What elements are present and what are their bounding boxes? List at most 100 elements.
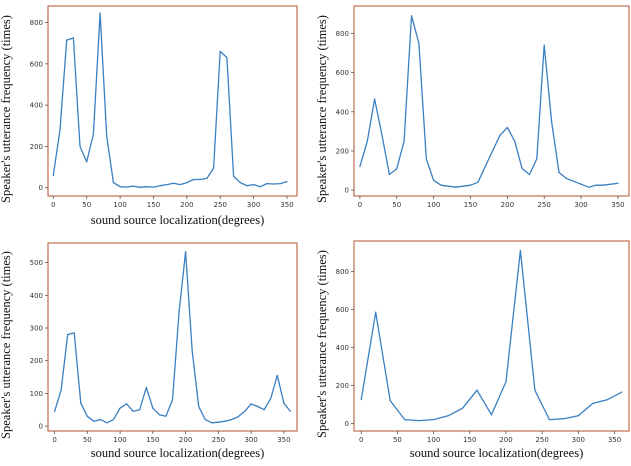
chart-svg-bottom-right: 0 50 100 150 200 250 300 350 0 200 400 600 800 Speake…: [315, 240, 630, 460]
x-tick-label: 0: [358, 201, 362, 209]
x-tick-label: 250: [212, 436, 225, 444]
series-line: [52, 12, 288, 188]
data-point: [381, 134, 383, 136]
data-point: [505, 381, 507, 383]
y-axis-label: Speaker's utterance frequency (times): [0, 15, 13, 203]
x-tick-label: 100: [427, 201, 440, 209]
data-point: [388, 173, 390, 176]
data-point: [418, 419, 420, 422]
plot-frame: [47, 242, 298, 432]
y-tick-label: 0: [345, 187, 349, 195]
data-point: [283, 402, 285, 404]
data-point: [212, 167, 215, 169]
data-point: [565, 177, 567, 179]
x-tick-label: 0: [359, 436, 363, 444]
y-tick-label: 400: [336, 344, 349, 352]
data-point: [132, 185, 135, 187]
y-tick-label: 800: [30, 19, 43, 27]
series-line: [359, 15, 618, 188]
data-point: [279, 183, 281, 185]
data-point: [506, 126, 508, 129]
data-point: [595, 184, 597, 186]
data-point: [469, 184, 472, 186]
x-tick-label: 200: [180, 201, 193, 209]
data-point: [165, 415, 167, 417]
data-point: [53, 410, 56, 412]
data-point: [73, 332, 75, 334]
data-point: [548, 419, 550, 421]
x-tick-label: 300: [574, 201, 587, 209]
data-point: [404, 419, 406, 421]
data-point: [92, 133, 94, 135]
data-point: [286, 180, 288, 183]
data-point: [425, 158, 427, 160]
data-point: [99, 418, 102, 421]
data-point: [617, 182, 619, 184]
data-point: [366, 140, 368, 142]
x-tick-label: 50: [392, 201, 401, 209]
data-point: [250, 403, 252, 405]
y-tick-label: 300: [30, 325, 43, 333]
data-point: [490, 414, 493, 416]
data-point: [171, 399, 174, 401]
data-point: [543, 44, 545, 46]
data-point: [86, 161, 88, 163]
data-point: [455, 186, 457, 188]
y-tick-label: 200: [30, 357, 43, 365]
x-tick-label: 350: [611, 201, 624, 209]
data-point: [536, 158, 538, 160]
data-point: [410, 15, 413, 17]
data-point: [246, 185, 248, 187]
data-point: [139, 186, 141, 188]
data-point: [396, 167, 398, 170]
chart-svg-top-left: 0 50 100 150 200 250 300 350 0 200 400 600 800 Speake…: [0, 5, 298, 227]
data-point: [158, 414, 160, 416]
data-point: [67, 333, 69, 336]
data-point: [211, 422, 213, 424]
plot-frame: [353, 240, 630, 432]
y-tick-label: 200: [336, 147, 349, 155]
data-point: [389, 400, 391, 402]
data-point: [514, 140, 516, 142]
y-tick-label: 800: [336, 268, 349, 276]
series-line: [53, 251, 291, 424]
x-tick-label: 300: [244, 436, 257, 444]
data-point: [592, 402, 594, 405]
data-point: [166, 184, 168, 186]
data-point: [375, 311, 377, 313]
data-point: [528, 173, 531, 176]
data-point: [79, 145, 81, 148]
x-tick-label: 100: [427, 436, 440, 444]
data-point: [139, 409, 141, 411]
x-tick-label: 150: [463, 436, 476, 444]
y-tick-label: 500: [30, 259, 43, 267]
y-axis-label: Speaker's utterance frequency (times): [315, 250, 329, 438]
y-axis-label: Speaker's utterance frequency (times): [0, 251, 13, 439]
data-point: [52, 174, 54, 176]
data-point: [60, 389, 62, 391]
x-tick-label: 100: [113, 436, 126, 444]
data-point: [172, 182, 175, 184]
data-point: [273, 183, 275, 185]
data-point: [112, 181, 115, 184]
y-tick-label: 600: [336, 69, 349, 77]
x-tick-label: 350: [277, 436, 290, 444]
data-point: [270, 397, 272, 399]
data-point: [226, 57, 228, 59]
y-tick-label: 100: [30, 390, 43, 398]
chart-panel-top-right: 0 50 100 150 200 250 300 350 0 200 400 600 800 Speake…: [315, 0, 631, 233]
data-point: [259, 186, 261, 188]
data-point: [461, 407, 464, 409]
data-point: [237, 416, 239, 418]
data-point: [606, 399, 608, 401]
data-point: [492, 150, 494, 152]
data-point: [418, 42, 420, 44]
x-tick-label: 0: [51, 201, 55, 209]
data-point: [206, 177, 208, 180]
x-tick-label: 150: [464, 201, 477, 209]
data-point: [72, 37, 74, 39]
x-tick-label: 0: [52, 436, 56, 444]
chart-svg-bottom-left: 0 50 100 150 200 250 300 350 0 100 200 300 400 500 Spe…: [0, 242, 298, 460]
data-point: [192, 178, 195, 181]
data-point: [112, 418, 115, 421]
